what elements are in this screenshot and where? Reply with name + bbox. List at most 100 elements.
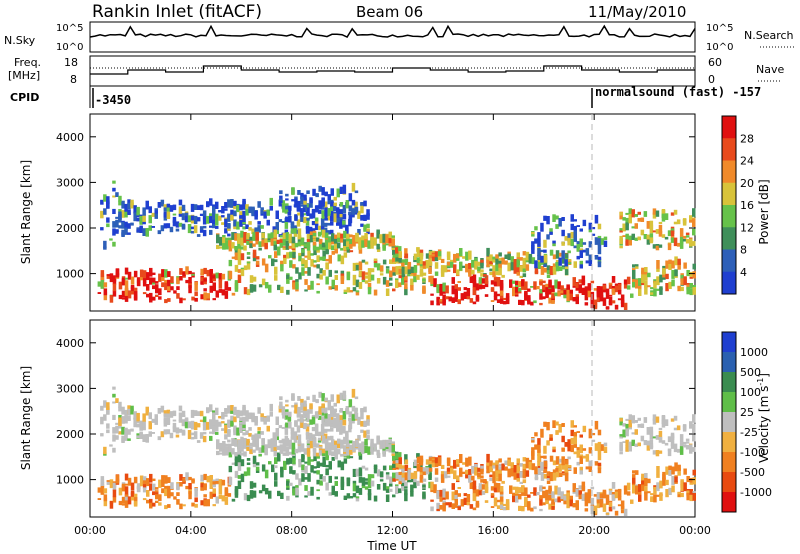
velocity-echo-cell bbox=[121, 496, 126, 504]
power-echo-cell bbox=[343, 247, 347, 251]
power-echo-cell bbox=[97, 292, 102, 294]
power-echo-cell bbox=[209, 198, 213, 206]
power-echo-cell bbox=[316, 290, 320, 294]
power-echo-cell bbox=[579, 228, 583, 232]
velocity-echo-cell bbox=[422, 469, 427, 475]
velocity-echo-cell bbox=[549, 437, 553, 441]
power-echo-cell bbox=[166, 223, 171, 229]
power-echo-cell bbox=[109, 295, 114, 303]
velocity-echo-cell bbox=[477, 467, 481, 472]
velocity-echo-cell bbox=[692, 424, 696, 433]
velocity-echo-cell bbox=[619, 417, 623, 426]
power-echo-cell bbox=[112, 208, 116, 214]
velocity-echo-cell bbox=[243, 451, 247, 457]
power-echo-cell bbox=[588, 241, 593, 248]
velocity-echo-cell bbox=[194, 488, 198, 497]
velocity-echo-cell bbox=[475, 503, 480, 508]
power-echo-cell bbox=[260, 211, 264, 214]
velocity-echo-cell bbox=[336, 414, 340, 424]
velocity-echo-cell bbox=[303, 403, 307, 411]
power-colorbar-cell bbox=[722, 160, 736, 184]
velocity-echo-cell bbox=[342, 419, 347, 426]
power-echo-cell bbox=[379, 273, 384, 276]
velocity-echo-cell bbox=[236, 410, 240, 419]
velocity-echo-cell bbox=[364, 478, 369, 481]
velocity-echo-cell bbox=[640, 423, 645, 428]
velocity-echo-cell bbox=[166, 411, 171, 418]
nsearch-tick-high: 10^5 bbox=[706, 23, 733, 34]
power-echo-cell bbox=[370, 268, 375, 273]
power-echo-cell bbox=[163, 207, 168, 212]
power-echo-cell bbox=[632, 264, 636, 268]
velocity-echo-cell bbox=[689, 421, 693, 429]
power-echo-cell bbox=[661, 209, 666, 215]
power-echo-cell bbox=[597, 245, 602, 255]
power-echo-cell bbox=[453, 264, 457, 274]
power-echo-cell bbox=[416, 257, 421, 262]
power-echo-cell bbox=[334, 275, 338, 280]
power-echo-cell bbox=[413, 269, 417, 277]
velocity-echo-cell bbox=[258, 453, 262, 457]
velocity-echo-cell bbox=[471, 475, 475, 481]
velocity-echo-cell bbox=[575, 502, 579, 511]
velocity-echo-cell bbox=[361, 446, 365, 454]
power-echo-cell bbox=[245, 224, 249, 229]
velocity-echo-cell bbox=[330, 421, 334, 428]
velocity-echo-cell bbox=[683, 482, 687, 492]
velocity-echo-cell bbox=[549, 455, 554, 462]
velocity-echo-cell bbox=[196, 440, 201, 443]
velocity-echo-cell bbox=[422, 491, 426, 499]
velocity-echo-cell bbox=[121, 503, 126, 506]
power-echo-cell bbox=[167, 283, 171, 291]
velocity-echo-cell bbox=[572, 491, 576, 494]
velocity-echo-cell bbox=[608, 500, 613, 503]
power-echo-cell bbox=[199, 204, 204, 211]
power-echo-cell bbox=[366, 223, 370, 228]
velocity-echo-cell bbox=[407, 467, 412, 471]
power-echo-cell bbox=[522, 273, 527, 278]
velocity-echo-cell bbox=[271, 464, 275, 473]
velocity-echo-cell bbox=[373, 443, 377, 452]
power-echo-cell bbox=[164, 299, 168, 304]
velocity-echo-cell bbox=[617, 504, 622, 507]
power-echo-cell bbox=[330, 201, 334, 207]
velocity-echo-cell bbox=[300, 419, 304, 428]
velocity-echo-cell bbox=[249, 490, 254, 499]
power-echo-cell bbox=[570, 214, 574, 222]
velocity-echo-cell bbox=[638, 494, 642, 502]
velocity-echo-cell bbox=[306, 439, 311, 444]
velocity-echo-cell bbox=[527, 494, 531, 498]
power-echo-cell bbox=[318, 200, 322, 209]
velocity-echo-cell bbox=[324, 413, 328, 422]
velocity-echo-cell bbox=[599, 498, 604, 508]
velocity-echo-cell bbox=[513, 471, 517, 480]
velocity-colorbar-tick-label: 25 bbox=[740, 406, 754, 419]
velocity-echo-cell bbox=[312, 442, 317, 445]
velocity-echo-cell bbox=[655, 450, 660, 453]
power-echo-cell bbox=[121, 297, 126, 300]
power-echo-cell bbox=[268, 255, 272, 259]
power-echo-cell bbox=[167, 279, 171, 287]
power-echo-cell bbox=[676, 242, 681, 247]
power-echo-cell bbox=[252, 284, 257, 292]
power-echo-cell bbox=[653, 281, 657, 289]
velocity-echo-cell bbox=[284, 426, 289, 435]
velocity-echo-cell bbox=[274, 457, 278, 464]
velocity-echo-cell bbox=[325, 482, 329, 491]
velocity-echo-cell bbox=[239, 417, 243, 422]
velocity-echo-cell bbox=[605, 512, 610, 515]
velocity-echo-cell bbox=[346, 439, 350, 445]
power-echo-cell bbox=[360, 205, 364, 214]
power-echo-cell bbox=[689, 283, 693, 289]
velocity-echo-cell bbox=[342, 411, 347, 420]
velocity-echo-cell bbox=[333, 402, 337, 407]
power-echo-cell bbox=[302, 213, 307, 216]
velocity-echo-cell bbox=[478, 483, 483, 490]
power-echo-cell bbox=[252, 276, 257, 282]
velocity-echo-cell bbox=[480, 468, 484, 475]
velocity-echo-cell bbox=[334, 491, 338, 497]
power-echo-cell bbox=[664, 213, 669, 220]
velocity-echo-cell bbox=[502, 503, 507, 506]
power-echo-cell bbox=[498, 252, 502, 257]
velocity-echo-cell bbox=[468, 474, 472, 483]
